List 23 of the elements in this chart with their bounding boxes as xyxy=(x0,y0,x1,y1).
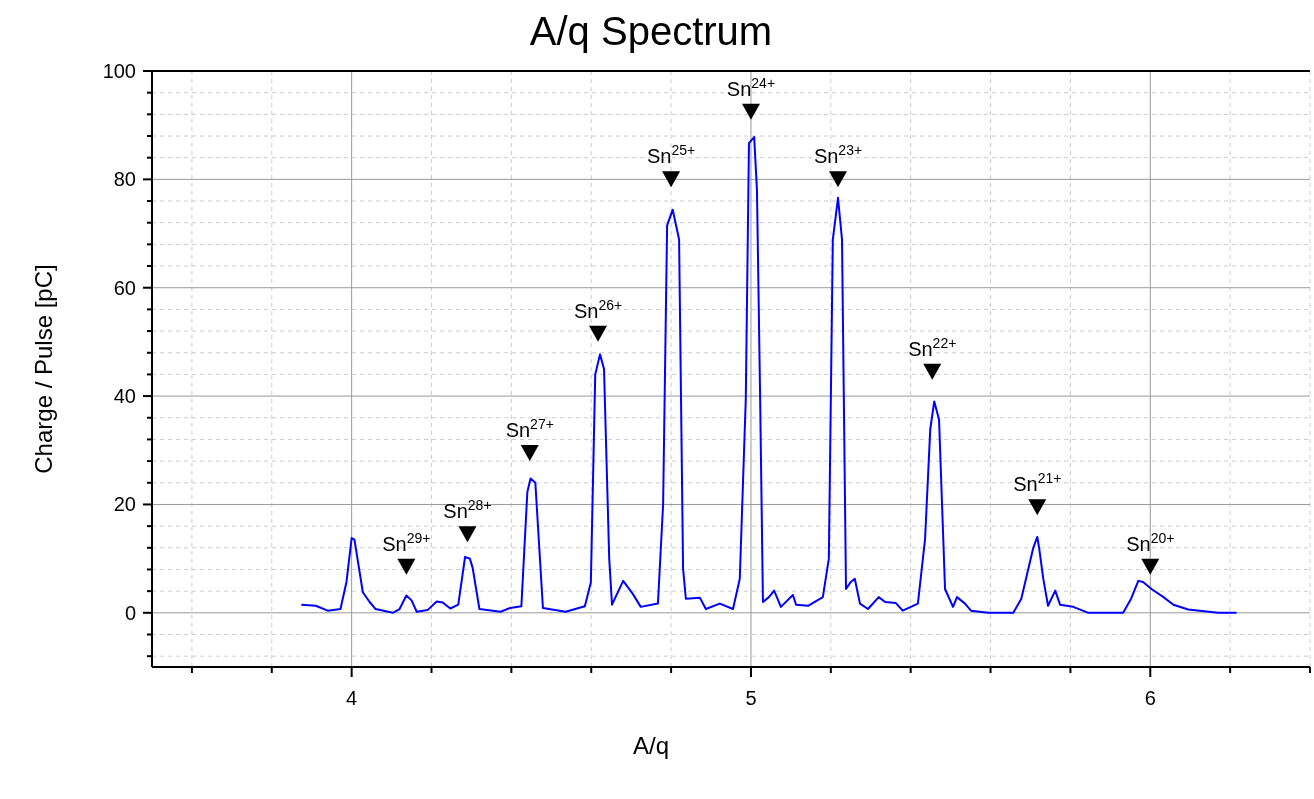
annotation: Sn$^{23+}$ xyxy=(813,142,863,168)
annotation: Sn$^{28+}$ xyxy=(443,497,492,523)
annotation: Sn$^{22+}$ xyxy=(908,334,957,360)
y-tick-label: 40 xyxy=(113,385,136,408)
line-series xyxy=(300,136,1238,614)
annotation: Sn$^{21+}$ xyxy=(1013,470,1062,496)
x-tick-label: 4 xyxy=(346,687,358,709)
annotation: Sn$^{24+}$ xyxy=(726,74,776,100)
y-tick-label: 0 xyxy=(124,601,136,624)
annotation: Sn$^{27+}$ xyxy=(505,415,554,441)
annotation: Sn$^{20+}$ xyxy=(1126,529,1175,555)
y-axis-title: Charge / Pulse [pC] xyxy=(30,264,57,474)
annotation: Sn$^{29+}$ xyxy=(382,529,431,555)
x-tick-label: 5 xyxy=(745,687,757,709)
y-tick-label: 60 xyxy=(113,276,136,299)
annotation: Sn$^{26+}$ xyxy=(573,296,623,322)
y-tick-label: 100 xyxy=(102,60,136,82)
y-tick-label: 80 xyxy=(113,168,136,191)
chart-title: A/q Spectrum xyxy=(529,9,773,53)
x-tick-label: 6 xyxy=(1144,687,1156,709)
y-tick-label: 20 xyxy=(113,493,136,516)
x-axis-title: A/q xyxy=(632,732,670,759)
annotation: Sn$^{25+}$ xyxy=(646,142,696,168)
